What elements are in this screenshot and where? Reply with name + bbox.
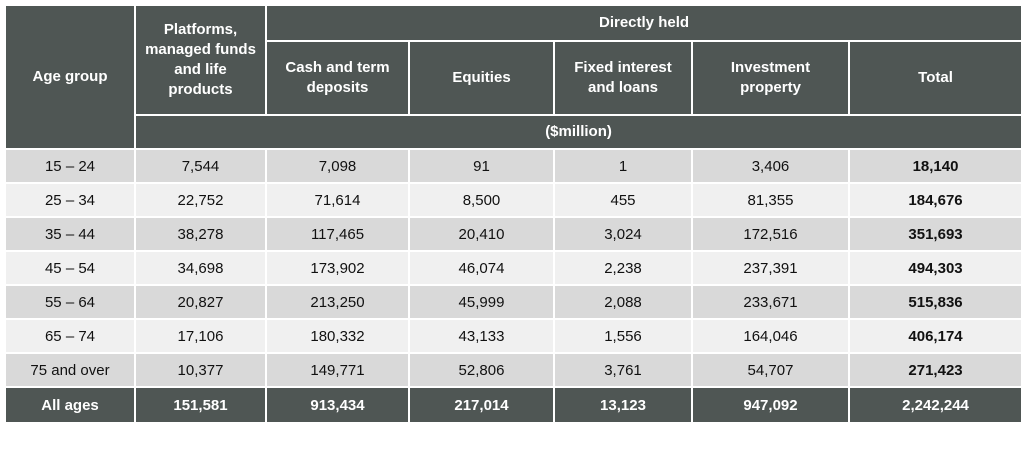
value-cell: 7,544 xyxy=(134,148,267,184)
value-cell: 91 xyxy=(408,148,555,184)
header-fixed-interest: Fixed interest and loans xyxy=(553,40,693,116)
value-cell: 117,465 xyxy=(265,216,410,252)
table-row: 65 – 74 17,106 180,332 43,133 1,556 164,046 40… xyxy=(4,318,1024,354)
value-cell: 22,752 xyxy=(134,182,267,218)
age-group-cell: 35 – 44 xyxy=(4,216,136,252)
value-cell: 46,074 xyxy=(408,250,555,286)
value-cell: 1 xyxy=(553,148,693,184)
value-cell: 45,999 xyxy=(408,284,555,320)
value-cell: 20,410 xyxy=(408,216,555,252)
age-group-cell: 55 – 64 xyxy=(4,284,136,320)
age-group-cell: 75 and over xyxy=(4,352,136,388)
total-cell: 351,693 xyxy=(847,216,1024,252)
total-cell: 515,836 xyxy=(847,284,1024,320)
table-body: 15 – 24 7,544 7,098 91 1 3,406 18,140 25 – 34 22… xyxy=(4,148,1024,388)
table-row: 75 and over 10,377 149,771 52,806 3,761 54,70… xyxy=(4,352,1024,388)
total-cell: 494,303 xyxy=(847,250,1024,286)
value-cell: 2,088 xyxy=(553,284,693,320)
value-cell: 52,806 xyxy=(408,352,555,388)
footer-value-cell: 2,242,244 xyxy=(847,386,1024,424)
value-cell: 3,761 xyxy=(553,352,693,388)
table-row: 15 – 24 7,544 7,098 91 1 3,406 18,140 xyxy=(4,148,1024,184)
total-cell: 184,676 xyxy=(847,182,1024,218)
value-cell: 43,133 xyxy=(408,318,555,354)
value-cell: 164,046 xyxy=(691,318,850,354)
value-cell: 34,698 xyxy=(134,250,267,286)
header-equities: Equities xyxy=(408,40,555,116)
total-cell: 271,423 xyxy=(847,352,1024,388)
value-cell: 213,250 xyxy=(265,284,410,320)
table-row: 25 – 34 22,752 71,614 8,500 455 81,355 184,676 xyxy=(4,182,1024,218)
value-cell: 8,500 xyxy=(408,182,555,218)
header-directly-held: Directly held xyxy=(264,4,1024,42)
asset-holdings-table: Age group Platforms, managed funds and l… xyxy=(4,4,1024,424)
value-cell: 455 xyxy=(553,182,693,218)
header-platforms: Platforms, managed funds and life produc… xyxy=(134,4,267,116)
value-cell: 149,771 xyxy=(265,352,410,388)
footer-value-cell: 217,014 xyxy=(408,386,555,424)
table-row: 45 – 54 34,698 173,902 46,074 2,238 237,391 49… xyxy=(4,250,1024,286)
value-cell: 81,355 xyxy=(691,182,850,218)
value-cell: 7,098 xyxy=(265,148,410,184)
value-cell: 173,902 xyxy=(265,250,410,286)
footer-value-cell: 947,092 xyxy=(691,386,850,424)
header-investment-property: Investment property xyxy=(691,40,850,116)
table-row: 55 – 64 20,827 213,250 45,999 2,088 233,671 51… xyxy=(4,284,1024,320)
footer-value-cell: 913,434 xyxy=(265,386,410,424)
value-cell: 54,707 xyxy=(691,352,850,388)
header-unit: ($million) xyxy=(133,114,1024,150)
value-cell: 180,332 xyxy=(265,318,410,354)
footer-row-all-ages: All ages 151,581 913,434 217,014 13,123 947,0… xyxy=(4,386,1024,424)
value-cell: 2,238 xyxy=(553,250,693,286)
total-cell: 18,140 xyxy=(847,148,1024,184)
value-cell: 233,671 xyxy=(691,284,850,320)
age-group-cell: 15 – 24 xyxy=(4,148,136,184)
value-cell: 38,278 xyxy=(134,216,267,252)
header-age-group: Age group xyxy=(4,4,136,150)
age-group-cell: 25 – 34 xyxy=(4,182,136,218)
table-row: 35 – 44 38,278 117,465 20,410 3,024 172,516 35… xyxy=(4,216,1024,252)
age-group-cell: 65 – 74 xyxy=(4,318,136,354)
age-group-cell: 45 – 54 xyxy=(4,250,136,286)
value-cell: 172,516 xyxy=(691,216,850,252)
header-total: Total xyxy=(847,40,1024,116)
footer-label-cell: All ages xyxy=(4,386,136,424)
value-cell: 1,556 xyxy=(553,318,693,354)
footer-value-cell: 13,123 xyxy=(553,386,693,424)
value-cell: 71,614 xyxy=(265,182,410,218)
value-cell: 237,391 xyxy=(691,250,850,286)
footer-value-cell: 151,581 xyxy=(134,386,267,424)
total-cell: 406,174 xyxy=(847,318,1024,354)
value-cell: 3,406 xyxy=(691,148,850,184)
value-cell: 20,827 xyxy=(134,284,267,320)
header-cash: Cash and term deposits xyxy=(265,40,410,116)
value-cell: 3,024 xyxy=(553,216,693,252)
value-cell: 10,377 xyxy=(134,352,267,388)
value-cell: 17,106 xyxy=(134,318,267,354)
